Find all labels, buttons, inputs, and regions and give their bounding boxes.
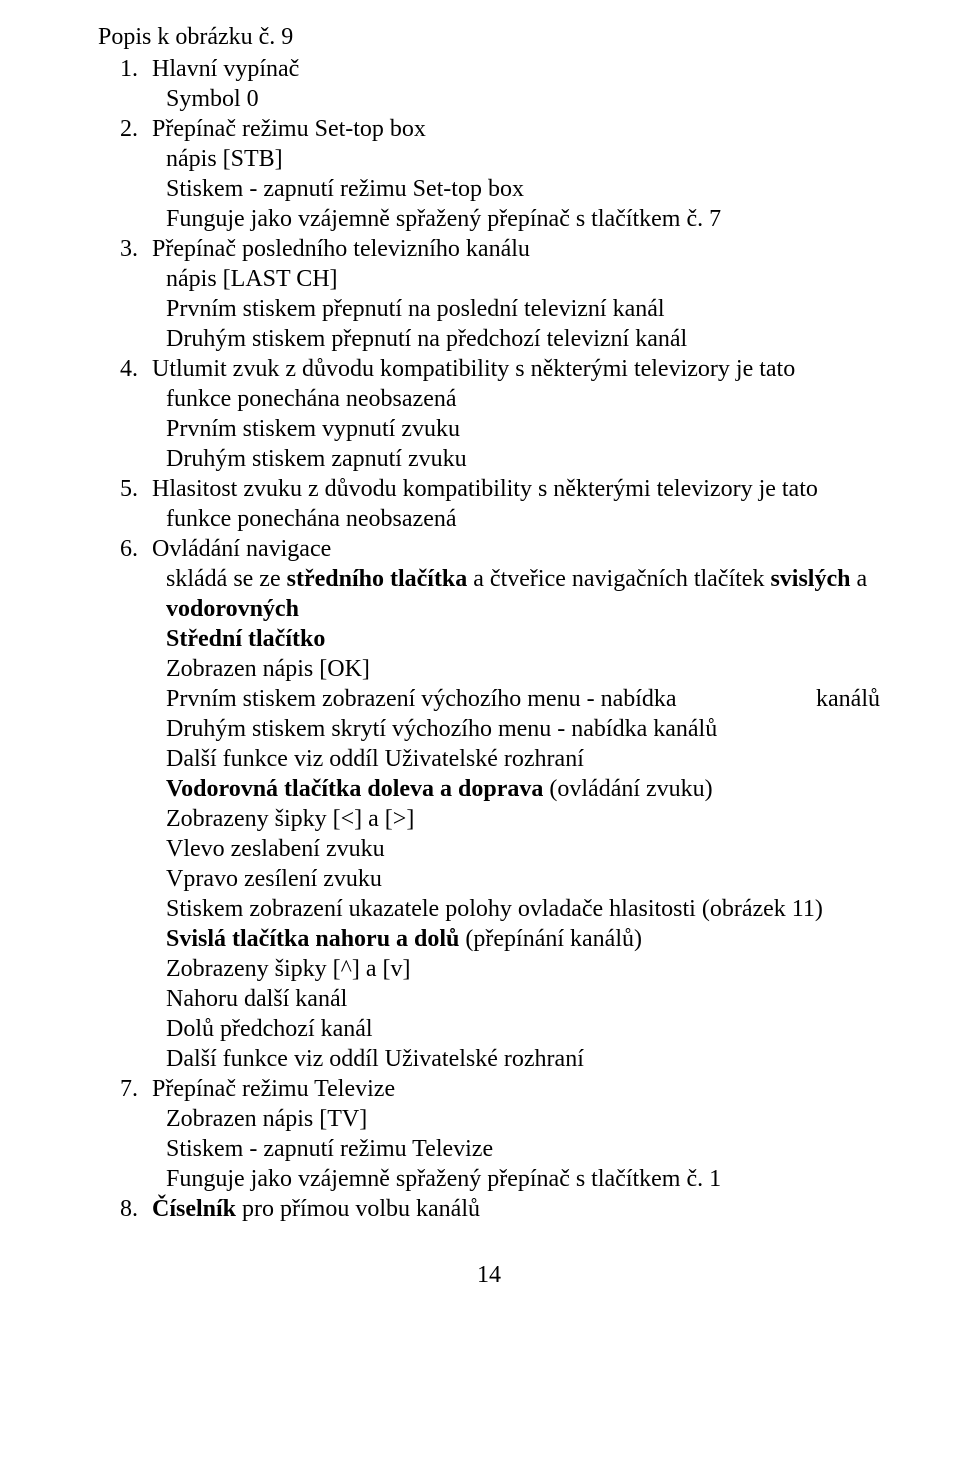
list-number: 7. [98, 1074, 152, 1104]
list-number: 3. [98, 234, 152, 264]
list-line: Zobrazeny šipky [<] a [>] [98, 804, 880, 834]
list-title: Přepínač režimu Set-top box [152, 114, 880, 144]
list-line: Další funkce viz oddíl Uživatelské rozhr… [98, 1044, 880, 1074]
list-item-1: 1. Hlavní vypínač [98, 54, 880, 84]
list-line: Druhým stiskem skrytí výchozího menu - n… [98, 714, 880, 744]
list-line: Zobrazen nápis [OK] [98, 654, 880, 684]
list-item-5: 5. Hlasitost zvuku z důvodu kompatibilit… [98, 474, 880, 504]
list-line: Dolů předchozí kanál [98, 1014, 880, 1044]
list-line: Prvním stiskem vypnutí zvuku [98, 414, 880, 444]
list-line: Stiskem - zapnutí režimu Set-top box [98, 174, 880, 204]
list-title: Utlumit zvuk z důvodu kompatibility s ně… [152, 354, 880, 384]
text-fragment: a [850, 566, 867, 592]
list-line: nápis [STB] [98, 144, 880, 174]
list-line: Zobrazeny šipky [^] a [v] [98, 954, 880, 984]
bold-fragment: Číselník [152, 1196, 236, 1222]
list-line: Další funkce viz oddíl Uživatelské rozhr… [98, 744, 880, 774]
bold-fragment: středního tlačítka [287, 566, 468, 592]
list-item-7: 7. Přepínač režimu Televize [98, 1074, 880, 1104]
list-title: Hlasitost zvuku z důvodu kompatibility s… [152, 474, 880, 504]
list-item-2: 2. Přepínač režimu Set-top box [98, 114, 880, 144]
list-line: Nahoru další kanál [98, 984, 880, 1014]
list-line: vodorovných [98, 594, 880, 624]
list-line: Druhým stiskem zapnutí zvuku [98, 444, 880, 474]
list-line: Vlevo zeslabení zvuku [98, 834, 880, 864]
list-line: Prvním stiskem přepnutí na poslední tele… [98, 294, 880, 324]
bold-fragment: svislých [770, 566, 850, 592]
list-line: Druhým stiskem přepnutí na předchozí tel… [98, 324, 880, 354]
list-title: Přepínač režimu Televize [152, 1074, 880, 1104]
list-line: Střední tlačítko [98, 624, 880, 654]
list-number: 5. [98, 474, 152, 504]
bold-fragment: Svislá tlačítka nahoru a dolů [166, 926, 459, 952]
list-line: Svislá tlačítka nahoru a dolů (přepínání… [98, 924, 880, 954]
text-fragment: a čtveřice navigačních tlačítek [467, 566, 770, 592]
list-line: nápis [LAST CH] [98, 264, 880, 294]
text-fragment: (ovládání zvuku) [543, 776, 712, 802]
list-line: Vpravo zesílení zvuku [98, 864, 880, 894]
list-line: Funguje jako vzájemně spřažený přepínač … [98, 204, 880, 234]
list-item-6: 6. Ovládání navigace [98, 534, 880, 564]
list-line: Stiskem - zapnutí režimu Televize [98, 1134, 880, 1164]
list-number: 2. [98, 114, 152, 144]
list-line: Funguje jako vzájemně spřažený přepínač … [98, 1164, 880, 1194]
text-fragment: (přepínání kanálů) [459, 926, 642, 952]
list-line: funkce ponechána neobsazená [98, 384, 880, 414]
list-number: 1. [98, 54, 152, 84]
bold-fragment: Vodorovná tlačítka doleva a doprava [166, 776, 543, 802]
list-line: Symbol 0 [98, 84, 880, 114]
page-number: 14 [98, 1260, 880, 1290]
list-line: Zobrazen nápis [TV] [98, 1104, 880, 1134]
list-line: funkce ponechána neobsazená [98, 504, 880, 534]
list-item-8: 8. Číselník pro přímou volbu kanálů [98, 1194, 880, 1224]
list-number: 8. [98, 1194, 152, 1224]
list-item-4: 4. Utlumit zvuk z důvodu kompatibility s… [98, 354, 880, 384]
text-fragment: Prvním stiskem zobrazení výchozího menu … [166, 684, 796, 714]
list-number: 4. [98, 354, 152, 384]
list-line: Vodorovná tlačítka doleva a doprava (ovl… [98, 774, 880, 804]
list-title: Číselník pro přímou volbu kanálů [152, 1194, 880, 1224]
list-item-3: 3. Přepínač posledního televizního kanál… [98, 234, 880, 264]
text-fragment: skládá se ze [166, 566, 287, 592]
list-title: Ovládání navigace [152, 534, 880, 564]
list-line: Stiskem zobrazení ukazatele polohy ovlad… [98, 894, 880, 924]
list-line: Prvním stiskem zobrazení výchozího menu … [98, 684, 880, 714]
text-fragment: pro přímou volbu kanálů [236, 1196, 480, 1222]
list-line: skládá se ze středního tlačítka a čtveři… [98, 564, 880, 594]
list-number: 6. [98, 534, 152, 564]
document-heading: Popis k obrázku č. 9 [98, 22, 880, 52]
list-title: Hlavní vypínač [152, 54, 880, 84]
text-fragment: kanálů [796, 684, 880, 714]
list-title: Přepínač posledního televizního kanálu [152, 234, 880, 264]
